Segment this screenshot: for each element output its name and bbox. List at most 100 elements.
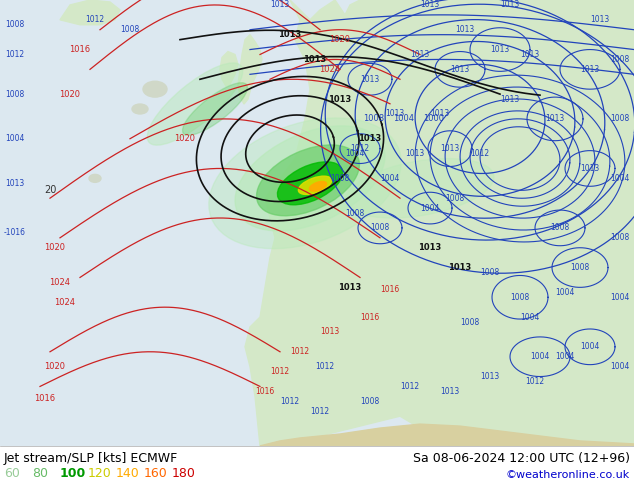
Text: 1013: 1013 [521, 50, 540, 59]
Text: 1013: 1013 [448, 263, 472, 272]
Text: 1013: 1013 [420, 0, 439, 9]
Ellipse shape [147, 63, 243, 145]
Text: 1013: 1013 [385, 109, 404, 119]
Text: 20: 20 [44, 185, 56, 195]
Text: 1013: 1013 [5, 179, 25, 188]
Text: 1020: 1020 [174, 134, 195, 143]
Ellipse shape [257, 145, 359, 216]
Text: 1013: 1013 [490, 45, 510, 54]
Text: 1008: 1008 [510, 293, 529, 302]
Text: 1012: 1012 [271, 367, 290, 376]
Text: 1013: 1013 [339, 283, 361, 292]
Text: 1008: 1008 [363, 114, 384, 123]
Text: 1013: 1013 [450, 65, 470, 74]
Text: 1008: 1008 [571, 263, 590, 272]
Text: 1008: 1008 [370, 223, 390, 232]
Text: 1008: 1008 [611, 55, 630, 64]
Text: 140: 140 [116, 467, 139, 480]
Ellipse shape [309, 181, 327, 191]
Text: 1008: 1008 [346, 209, 365, 218]
Text: 1013: 1013 [360, 75, 380, 84]
Text: 1004: 1004 [420, 203, 440, 213]
Text: 1012: 1012 [401, 382, 420, 391]
Text: Jet stream/SLP [kts] ECMWF: Jet stream/SLP [kts] ECMWF [4, 452, 178, 465]
Text: 1004: 1004 [521, 313, 540, 321]
Text: 1004: 1004 [530, 352, 550, 361]
Text: 1012: 1012 [86, 15, 105, 24]
Text: 1013: 1013 [455, 25, 475, 34]
Text: 1004: 1004 [611, 293, 630, 302]
Text: 1013: 1013 [430, 109, 450, 119]
Text: 1004: 1004 [611, 174, 630, 183]
Ellipse shape [183, 83, 247, 135]
Text: 1012: 1012 [351, 144, 370, 153]
Text: 1008: 1008 [330, 174, 349, 183]
Text: 1008: 1008 [550, 223, 569, 232]
Text: 1004: 1004 [393, 114, 414, 123]
Text: 1008: 1008 [611, 114, 630, 123]
Text: 1004: 1004 [555, 352, 574, 361]
Text: 1004: 1004 [611, 362, 630, 371]
Text: 1008: 1008 [120, 25, 139, 34]
Text: 1013: 1013 [410, 50, 430, 59]
Text: 1012: 1012 [280, 397, 299, 406]
Text: 1008: 1008 [5, 90, 25, 98]
Text: 1004: 1004 [346, 149, 365, 158]
Text: 1008: 1008 [5, 20, 25, 29]
Polygon shape [245, 0, 634, 446]
Text: 1016: 1016 [360, 313, 380, 321]
Text: 1008: 1008 [460, 318, 480, 326]
Text: 1013: 1013 [304, 55, 327, 64]
Text: 1013: 1013 [418, 243, 442, 252]
Text: 1013: 1013 [481, 372, 500, 381]
Text: 180: 180 [172, 467, 196, 480]
Text: 1012: 1012 [6, 50, 25, 59]
Text: 1013: 1013 [320, 327, 340, 337]
Polygon shape [260, 424, 634, 446]
Ellipse shape [235, 126, 385, 231]
Ellipse shape [143, 81, 167, 97]
Text: 1012: 1012 [290, 347, 309, 356]
Text: 1024: 1024 [55, 298, 75, 307]
Text: 1013: 1013 [500, 95, 520, 103]
Text: 1012: 1012 [470, 149, 489, 158]
Text: 1004: 1004 [380, 174, 399, 183]
Text: 1000: 1000 [423, 114, 444, 123]
Polygon shape [60, 0, 120, 25]
Text: 1012: 1012 [526, 377, 545, 386]
Text: 1020: 1020 [330, 35, 351, 44]
Text: 1016: 1016 [380, 285, 399, 294]
Text: 1013: 1013 [441, 387, 460, 396]
Polygon shape [238, 35, 262, 104]
Text: 1013: 1013 [278, 30, 302, 39]
Text: 1020: 1020 [44, 362, 65, 371]
Text: 1024: 1024 [320, 65, 340, 74]
Text: 1012: 1012 [316, 362, 335, 371]
Text: 1013: 1013 [358, 134, 382, 143]
Text: 1016: 1016 [70, 45, 91, 54]
Ellipse shape [89, 174, 101, 182]
Text: 100: 100 [60, 467, 86, 480]
Text: 1008: 1008 [445, 194, 465, 203]
Ellipse shape [132, 104, 148, 114]
Text: 1008: 1008 [360, 397, 380, 406]
Text: 1013: 1013 [270, 0, 290, 9]
Ellipse shape [278, 162, 342, 205]
Text: 1013: 1013 [405, 149, 425, 158]
Ellipse shape [299, 176, 332, 195]
Text: ©weatheronline.co.uk: ©weatheronline.co.uk [506, 470, 630, 480]
Text: 1008: 1008 [611, 233, 630, 243]
Text: 1016: 1016 [34, 394, 56, 403]
Text: 60: 60 [4, 467, 20, 480]
Text: 1008: 1008 [481, 268, 500, 277]
Polygon shape [220, 51, 238, 86]
Text: -1016: -1016 [4, 228, 26, 237]
Text: 1013: 1013 [580, 164, 600, 173]
Text: 1016: 1016 [256, 387, 275, 396]
Text: 1012: 1012 [311, 407, 330, 416]
Text: 1004: 1004 [555, 288, 574, 297]
Ellipse shape [346, 158, 494, 218]
Text: 120: 120 [88, 467, 112, 480]
Text: 1013: 1013 [500, 0, 520, 9]
Text: 80: 80 [32, 467, 48, 480]
